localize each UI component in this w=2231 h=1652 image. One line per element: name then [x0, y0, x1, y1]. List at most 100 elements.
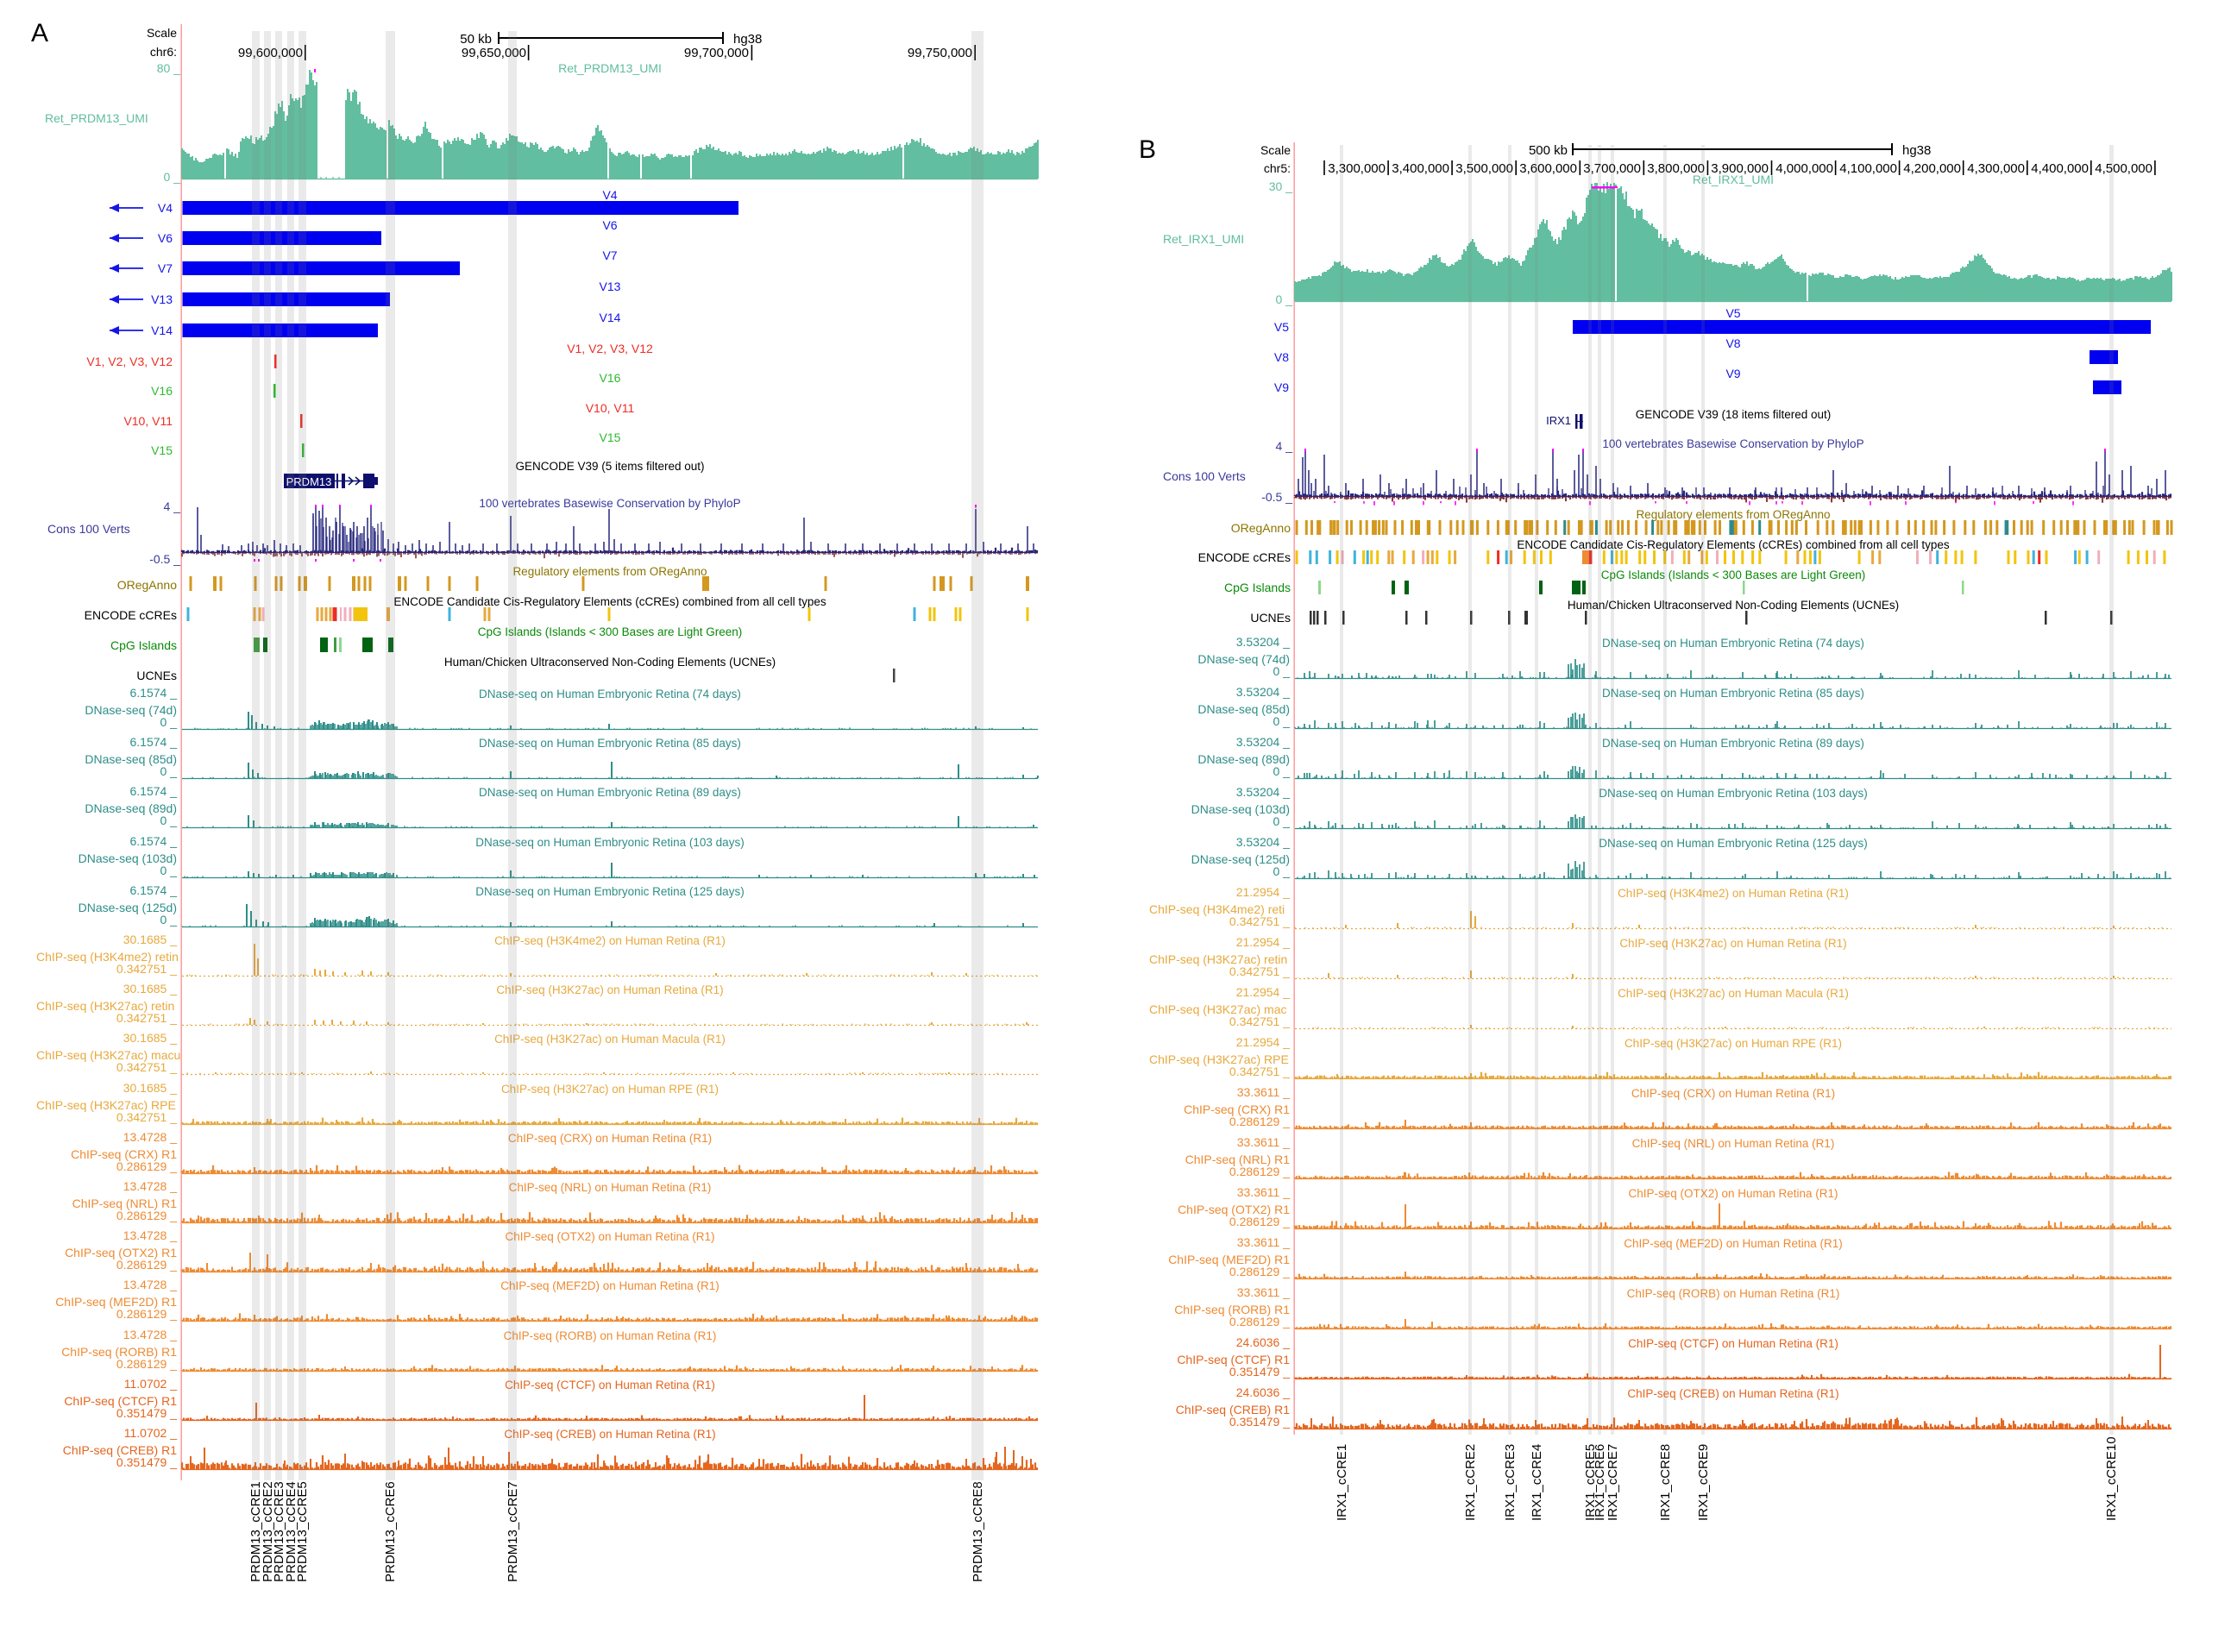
svg-text:ChIP-seq (CRX) R1: ChIP-seq (CRX) R1: [1184, 1102, 1290, 1116]
svg-text:Regulatory elements from ORegA: Regulatory elements from ORegAnno: [1636, 508, 1830, 521]
svg-text:30.1685 _: 30.1685 _: [123, 982, 177, 996]
svg-text:B: B: [1139, 135, 1156, 164]
svg-text:ChIP-seq (H3K27ac) on Human Re: ChIP-seq (H3K27ac) on Human Retina (R1): [496, 983, 723, 996]
svg-text:0.342751 _: 0.342751 _: [116, 962, 177, 976]
svg-text:Regulatory elements from ORegA: Regulatory elements from ORegAnno: [512, 565, 707, 578]
svg-text:DNase-seq (125d): DNase-seq (125d): [79, 901, 177, 914]
svg-text:ENCODE Candidate Cis-Regulator: ENCODE Candidate Cis-Regulatory Elements…: [393, 595, 826, 608]
svg-text:0.351479 _: 0.351479 _: [116, 1455, 177, 1469]
svg-text:V1, V2, V3, V12: V1, V2, V3, V12: [86, 355, 173, 368]
svg-text:-0.5 _: -0.5 _: [149, 552, 180, 566]
svg-text:ChIP-seq (H3K27ac) RPE: ChIP-seq (H3K27ac) RPE: [1149, 1052, 1289, 1066]
svg-text:V14: V14: [151, 323, 173, 337]
svg-text:Scale: Scale: [147, 26, 177, 40]
svg-text:-0.5 _: -0.5 _: [1261, 490, 1292, 504]
svg-text:24.6036 _: 24.6036 _: [1236, 1335, 1290, 1349]
svg-text:13.4728 _: 13.4728 _: [123, 1328, 177, 1341]
svg-text:DNase-seq on Human Embryonic R: DNase-seq on Human Embryonic Retina (74 …: [1602, 637, 1864, 650]
svg-text:21.2954 _: 21.2954 _: [1236, 885, 1290, 899]
svg-text:DNase-seq (89d): DNase-seq (89d): [85, 801, 177, 815]
svg-text:ChIP-seq (OTX2) on Human Retin: ChIP-seq (OTX2) on Human Retina (R1): [1628, 1187, 1838, 1200]
svg-text:0.286129 _: 0.286129 _: [116, 1209, 177, 1222]
svg-text:V16: V16: [600, 371, 621, 385]
svg-text:V8: V8: [1725, 336, 1740, 350]
svg-text:V5: V5: [1274, 320, 1289, 334]
svg-text:ChIP-seq (H3K27ac) on Human RP: ChIP-seq (H3K27ac) on Human RPE (R1): [501, 1083, 719, 1096]
svg-text:0 _: 0 _: [160, 715, 178, 729]
svg-text:33.3611 _: 33.3611 _: [1237, 1085, 1290, 1099]
svg-text:IRX1_cCRE5: IRX1_cCRE5: [1583, 1444, 1598, 1521]
svg-text:V6: V6: [602, 218, 617, 232]
svg-text:4,300,000: 4,300,000: [1967, 161, 2025, 176]
svg-text:3,600,000: 3,600,000: [1519, 161, 1577, 176]
svg-text:0 _: 0 _: [1276, 292, 1293, 306]
svg-text:Cons 100 Verts: Cons 100 Verts: [47, 522, 130, 536]
svg-text:0 _: 0 _: [160, 864, 178, 877]
svg-text:0 _: 0 _: [160, 913, 178, 927]
svg-text:ChIP-seq (RORB) R1: ChIP-seq (RORB) R1: [1174, 1303, 1290, 1316]
svg-text:ChIP-seq (CREB) R1: ChIP-seq (CREB) R1: [1176, 1403, 1290, 1416]
svg-text:DNase-seq on Human Embryonic R: DNase-seq on Human Embryonic Retina (85 …: [1602, 687, 1864, 700]
svg-text:IRX1_cCRE8: IRX1_cCRE8: [1658, 1444, 1673, 1521]
svg-text:0.351479 _: 0.351479 _: [116, 1406, 177, 1420]
svg-text:Cons 100 Verts: Cons 100 Verts: [1163, 469, 1246, 483]
svg-text:0.286129 _: 0.286129 _: [116, 1357, 177, 1371]
svg-text:ChIP-seq (CRX) on Human Retina: ChIP-seq (CRX) on Human Retina (R1): [1631, 1087, 1835, 1100]
svg-text:0.342751 _: 0.342751 _: [1229, 1014, 1290, 1028]
svg-text:ChIP-seq (OTX2) on Human Retin: ChIP-seq (OTX2) on Human Retina (R1): [505, 1230, 714, 1243]
svg-text:V15: V15: [600, 430, 621, 444]
svg-text:Human/Chicken Ultraconserved N: Human/Chicken Ultraconserved Non-Coding …: [1568, 599, 1899, 612]
svg-text:DNase-seq (89d): DNase-seq (89d): [1197, 752, 1290, 766]
svg-text:V9: V9: [1274, 380, 1289, 394]
svg-text:ENCODE cCREs: ENCODE cCREs: [1198, 550, 1291, 564]
svg-text:3,300,000: 3,300,000: [1328, 161, 1386, 176]
svg-text:0.342751 _: 0.342751 _: [1229, 964, 1290, 978]
svg-text:ChIP-seq (MEF2D) R1: ChIP-seq (MEF2D) R1: [55, 1295, 177, 1309]
svg-text:Ret_PRDM13_UMI: Ret_PRDM13_UMI: [558, 61, 662, 75]
svg-text:13.4728 _: 13.4728 _: [123, 1179, 177, 1193]
svg-text:PRDM13_cCRE2: PRDM13_cCRE2: [261, 1481, 275, 1582]
svg-text:Ret_IRX1_UMI: Ret_IRX1_UMI: [1693, 173, 1774, 186]
svg-text:Ret_IRX1_UMI: Ret_IRX1_UMI: [1163, 232, 1244, 246]
svg-text:hg38: hg38: [733, 32, 762, 47]
svg-text:ChIP-seq (H3K27ac) on Human Ma: ChIP-seq (H3K27ac) on Human Macula (R1): [1618, 987, 1849, 1000]
svg-text:ENCODE Candidate Cis-Regulator: ENCODE Candidate Cis-Regulatory Elements…: [1517, 538, 1949, 551]
svg-text:21.2954 _: 21.2954 _: [1236, 985, 1290, 999]
svg-text:ChIP-seq (CREB) R1: ChIP-seq (CREB) R1: [63, 1443, 177, 1457]
svg-text:ChIP-seq (RORB) on Human Retin: ChIP-seq (RORB) on Human Retina (R1): [1627, 1287, 1840, 1300]
svg-text:0.342751 _: 0.342751 _: [116, 1011, 177, 1025]
svg-text:chr5:: chr5:: [1264, 161, 1291, 175]
svg-text:PRDM13_cCRE5: PRDM13_cCRE5: [295, 1481, 310, 1582]
svg-text:V8: V8: [1274, 350, 1289, 364]
svg-text:UCNEs: UCNEs: [1250, 611, 1291, 625]
svg-text:0 _: 0 _: [1273, 764, 1291, 778]
svg-text:ChIP-seq (CTCF) R1: ChIP-seq (CTCF) R1: [1177, 1353, 1290, 1366]
svg-text:30.1685 _: 30.1685 _: [123, 1031, 177, 1045]
svg-text:ChIP-seq (H3K27ac) RPE: ChIP-seq (H3K27ac) RPE: [36, 1098, 176, 1112]
svg-text:ChIP-seq (NRL) on Human Retina: ChIP-seq (NRL) on Human Retina (R1): [1632, 1137, 1835, 1150]
svg-text:ChIP-seq (H3K27ac) mac: ChIP-seq (H3K27ac) mac: [1149, 1002, 1287, 1016]
svg-text:6.1574 _: 6.1574 _: [130, 735, 178, 749]
svg-text:0.342751 _: 0.342751 _: [116, 1110, 177, 1124]
svg-text:ORegAnno: ORegAnno: [1231, 521, 1291, 535]
svg-text:33.3611 _: 33.3611 _: [1237, 1185, 1290, 1199]
svg-text:4 _: 4 _: [164, 499, 181, 513]
svg-text:0.286129 _: 0.286129 _: [1229, 1215, 1290, 1228]
svg-text:IRX1_cCRE6: IRX1_cCRE6: [1593, 1444, 1607, 1521]
svg-text:3,400,000: 3,400,000: [1392, 161, 1449, 176]
svg-text:V7: V7: [602, 248, 617, 262]
svg-text:ChIP-seq (H3K4me2) on Human Re: ChIP-seq (H3K4me2) on Human Retina (R1): [1618, 887, 1849, 900]
svg-text:ChIP-seq (H3K27ac) retin: ChIP-seq (H3K27ac) retin: [1149, 952, 1287, 966]
svg-text:13.4728 _: 13.4728 _: [123, 1278, 177, 1291]
svg-text:V7: V7: [158, 261, 173, 275]
svg-text:4,200,000: 4,200,000: [1903, 161, 1961, 176]
svg-text:IRX1: IRX1: [1546, 414, 1571, 427]
svg-text:PRDM13: PRDM13: [286, 475, 332, 488]
svg-text:V10, V11: V10, V11: [123, 414, 173, 428]
svg-text:PRDM13_cCRE8: PRDM13_cCRE8: [971, 1481, 985, 1582]
svg-text:PRDM13_cCRE4: PRDM13_cCRE4: [284, 1481, 299, 1582]
svg-text:IRX1_cCRE2: IRX1_cCRE2: [1463, 1444, 1478, 1521]
svg-text:IRX1_cCRE10: IRX1_cCRE10: [2104, 1436, 2119, 1521]
svg-text:DNase-seq on Human Embryonic R: DNase-seq on Human Embryonic Retina (125…: [475, 885, 744, 898]
svg-text:ChIP-seq (NRL) on Human Retina: ChIP-seq (NRL) on Human Retina (R1): [509, 1181, 712, 1194]
